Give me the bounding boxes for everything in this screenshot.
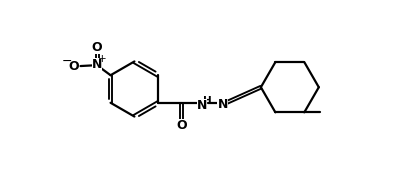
Text: N: N — [196, 100, 207, 112]
Text: N: N — [92, 59, 102, 72]
Text: N: N — [217, 98, 228, 111]
Text: O: O — [176, 119, 187, 132]
Text: +: + — [98, 54, 107, 64]
Text: O: O — [92, 41, 103, 54]
Text: H: H — [203, 96, 212, 106]
Text: O: O — [69, 59, 80, 73]
Text: −: − — [62, 55, 72, 68]
